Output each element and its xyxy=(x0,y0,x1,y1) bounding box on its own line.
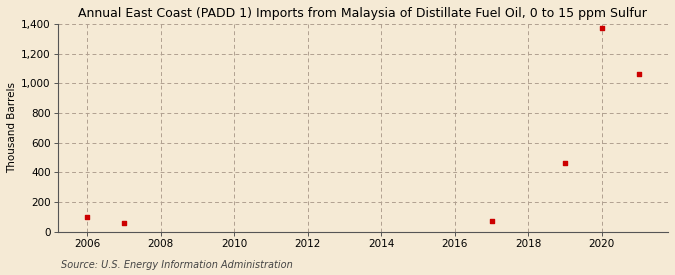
Point xyxy=(119,221,130,225)
Point xyxy=(597,26,608,31)
Point xyxy=(486,218,497,223)
Point xyxy=(633,72,644,76)
Title: Annual East Coast (PADD 1) Imports from Malaysia of Distillate Fuel Oil, 0 to 15: Annual East Coast (PADD 1) Imports from … xyxy=(78,7,647,20)
Y-axis label: Thousand Barrels: Thousand Barrels xyxy=(7,82,17,173)
Point xyxy=(82,214,92,219)
Point xyxy=(560,161,570,166)
Text: Source: U.S. Energy Information Administration: Source: U.S. Energy Information Administ… xyxy=(61,260,292,270)
